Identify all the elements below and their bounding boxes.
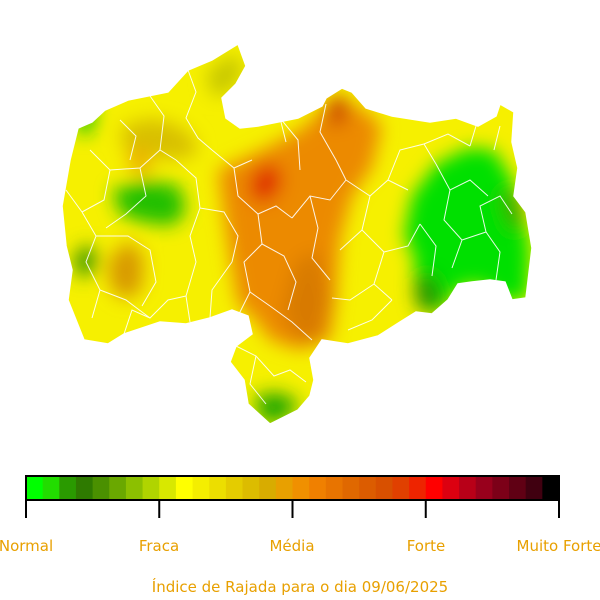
colorbar-swatch bbox=[26, 476, 44, 500]
colorbar-swatches bbox=[26, 476, 560, 500]
colorbar-swatch bbox=[75, 476, 94, 500]
colorbar-swatch bbox=[142, 476, 160, 500]
colorbar-swatch bbox=[459, 476, 477, 500]
colorbar-swatch bbox=[309, 476, 327, 500]
colorbar-swatch bbox=[509, 476, 527, 500]
colorbar-swatch bbox=[275, 476, 294, 500]
colorbar-swatch bbox=[42, 476, 60, 500]
colorbar-swatch bbox=[92, 476, 110, 500]
colorbar-swatch bbox=[225, 476, 244, 500]
colorbar-swatch bbox=[342, 476, 360, 500]
colorbar-swatch bbox=[192, 476, 210, 500]
colorbar-ticks bbox=[25, 500, 560, 518]
colorbar-swatch bbox=[475, 476, 493, 500]
colorbar-swatch bbox=[159, 476, 177, 500]
colorbar-swatch bbox=[259, 476, 277, 500]
colorbar-swatch bbox=[542, 476, 560, 500]
colorbar-swatch bbox=[125, 476, 144, 500]
legend-label-media: Média bbox=[269, 537, 315, 555]
colorbar-swatch bbox=[375, 476, 394, 500]
colorbar-swatch bbox=[175, 476, 194, 500]
colorbar-swatch bbox=[525, 476, 543, 500]
colorbar-swatch bbox=[292, 476, 310, 500]
colorbar-swatch bbox=[425, 476, 444, 500]
colorbar-swatch bbox=[409, 476, 427, 500]
legend-label-forte: Forte bbox=[406, 537, 446, 555]
colorbar-swatch bbox=[359, 476, 377, 500]
legend-label-fraca: Fraca bbox=[138, 537, 180, 555]
colorbar-swatch bbox=[209, 476, 227, 500]
legend-label-muito-forte: Muito Forte bbox=[516, 537, 600, 555]
colorbar-swatch bbox=[59, 476, 77, 500]
colorbar-swatch bbox=[492, 476, 510, 500]
colorbar-swatch bbox=[442, 476, 460, 500]
map bbox=[61, 43, 533, 425]
colorbar bbox=[25, 475, 560, 518]
colorbar-swatch bbox=[242, 476, 260, 500]
colorbar-swatch bbox=[325, 476, 344, 500]
colorbar-swatch bbox=[109, 476, 127, 500]
map-caption: Índice de Rajada para o dia 09/06/2025 bbox=[151, 578, 449, 596]
legend-label-normal: Normal bbox=[0, 537, 54, 555]
colorbar-swatch bbox=[392, 476, 410, 500]
